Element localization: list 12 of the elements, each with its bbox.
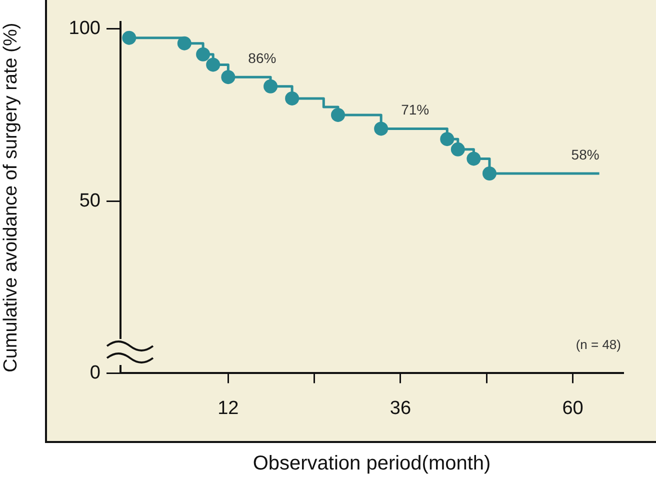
- data-label: 71%: [401, 102, 430, 118]
- x-tick-label: 12: [218, 398, 239, 419]
- x-axis-title: Observation period(month): [252, 452, 491, 475]
- y-tick-label: 100: [68, 18, 100, 40]
- data-label: 86%: [248, 50, 276, 66]
- y-tick-label: 0: [90, 362, 100, 384]
- y-axis-title: Cumulative avoidance of surgery rate (%): [0, 22, 22, 372]
- x-tick-label: 36: [390, 398, 412, 419]
- data-label: 58%: [571, 146, 600, 162]
- x-tick-label: 60: [562, 398, 584, 419]
- y-tick-label: 50: [79, 190, 100, 212]
- annotation: (n = 48): [576, 336, 621, 352]
